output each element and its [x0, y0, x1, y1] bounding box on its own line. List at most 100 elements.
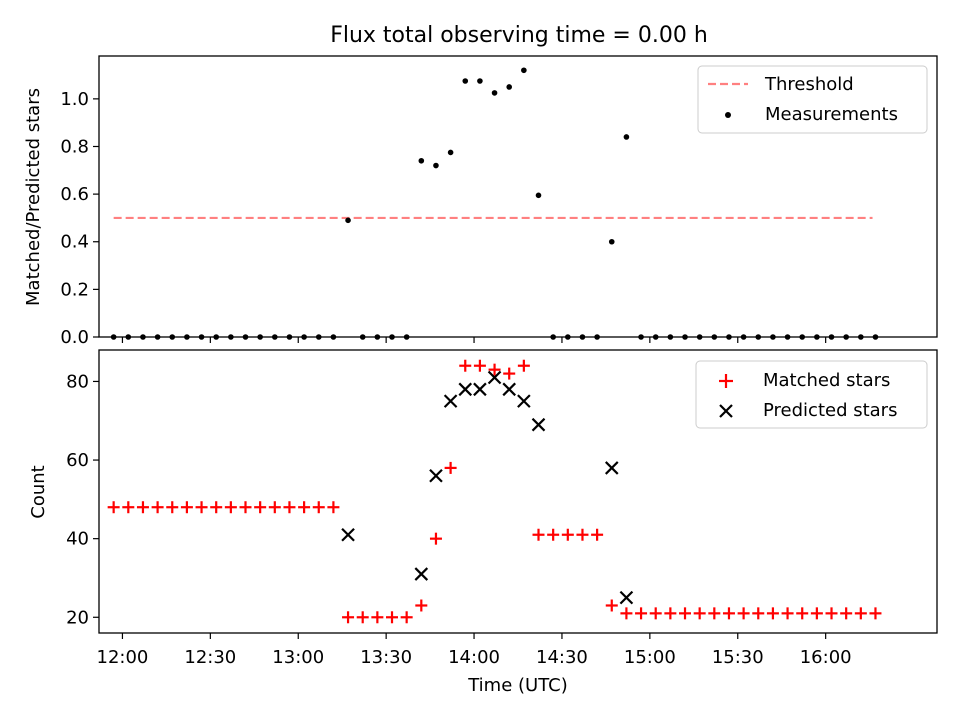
matched-star-point [400, 611, 413, 624]
legend-predicted-label: Predicted stars [763, 400, 897, 421]
matched-star-point [342, 611, 355, 624]
matched-star-point [825, 607, 838, 620]
matched-star-point [210, 501, 223, 514]
matched-star-point [503, 367, 516, 380]
measurement-point [491, 90, 498, 96]
predicted-stars-points [341, 370, 634, 605]
top-axes-frame [98, 55, 938, 338]
matched-star-point [679, 607, 692, 620]
measurement-point [433, 162, 439, 169]
matched-star-point [180, 501, 193, 514]
top-y-tick-label: 0.4 [60, 232, 89, 253]
measurement-point [447, 149, 454, 156]
bottom-y-axis-label: Count [28, 465, 49, 518]
matched-star-point [840, 607, 853, 620]
matched-star-point [693, 607, 706, 620]
predicted-star-point [429, 468, 443, 483]
matched-star-point [576, 528, 589, 541]
matched-star-point [371, 611, 384, 624]
matched-star-point [268, 501, 281, 514]
measurement-point [418, 157, 425, 164]
top-legend-box [697, 65, 928, 134]
matched-star-point [664, 607, 677, 620]
top-y-tick-label: 0.8 [60, 136, 89, 157]
predicted-star-point [443, 394, 458, 408]
legend-measurements-swatch [725, 112, 731, 118]
matched-star-point [591, 528, 604, 541]
bottom-x-ticks: 12:00 12:30 13:00 13:30 14:00 14:30 15:00 15:30… [97, 633, 852, 668]
x-tick-label: 13:30 [360, 647, 412, 668]
matched-star-point [547, 528, 560, 541]
matched-star-point [327, 501, 340, 514]
matched-star-point [473, 359, 486, 372]
matched-star-point [151, 501, 164, 514]
top-y-axis-label: Matched/Predicted stars [23, 88, 44, 306]
measurement-point [345, 217, 351, 224]
matched-star-point [517, 359, 530, 372]
x-tick-label: 14:30 [536, 647, 588, 668]
matched-star-point [356, 611, 369, 624]
matched-star-point [561, 528, 574, 541]
matched-star-point [283, 501, 296, 514]
measurement-point [535, 192, 542, 199]
x-tick-label: 15:30 [712, 647, 764, 668]
predicted-star-point [458, 382, 473, 397]
top-y-tick-label: 1.0 [60, 89, 89, 110]
bottom-axes-frame [98, 349, 938, 634]
bottom-y-tick-label: 60 [66, 450, 89, 471]
matched-star-point [386, 611, 399, 624]
predicted-star-point [517, 394, 531, 408]
top-y-ticks: 0.0 0.2 0.4 0.6 0.8 1.0 [60, 89, 99, 348]
matched-star-point [254, 501, 267, 514]
predicted-star-point [531, 417, 546, 432]
matched-star-point [781, 607, 794, 620]
matched-star-point [620, 607, 633, 620]
bottom-y-tick-label: 20 [66, 607, 89, 628]
top-legend: Threshold Measurements [697, 65, 928, 134]
measurement-point [521, 67, 527, 74]
matched-star-point [224, 501, 237, 514]
x-tick-label: 15:00 [624, 647, 676, 668]
predicted-star-point [604, 461, 619, 475]
top-x-ticks [121, 337, 827, 343]
matched-star-point [737, 607, 750, 620]
bottom-y-tick-label: 80 [66, 371, 89, 392]
predicted-star-point [414, 567, 429, 581]
matched-star-point [459, 359, 472, 372]
chart-title: Flux total observing time = 0.00 h [330, 23, 708, 48]
predicted-star-point [341, 527, 355, 542]
top-y-tick-label: 0.6 [60, 184, 89, 205]
matched-star-point [488, 363, 501, 376]
top-axes: 0.0 0.2 0.4 0.6 0.8 1.0 Matched/Predicted sta… [23, 55, 938, 348]
x-axis-label: Time (UTC) [467, 675, 568, 696]
measurement-point [462, 78, 469, 84]
matched-star-point [239, 501, 252, 514]
legend-threshold-label: Threshold [764, 74, 854, 95]
measurement-point [608, 238, 615, 245]
matched-star-point [122, 501, 135, 514]
matched-star-point [722, 607, 735, 620]
matched-star-point [869, 607, 882, 620]
matched-star-point [635, 607, 648, 620]
measurement-point [623, 134, 630, 140]
predicted-star-point [473, 382, 487, 397]
matched-star-point [810, 607, 823, 620]
bottom-y-tick-label: 40 [66, 529, 89, 550]
matched-star-point [429, 532, 442, 545]
matched-star-point [796, 607, 809, 620]
predicted-star-point [502, 382, 516, 397]
matched-star-point [166, 501, 179, 514]
predicted-star-point [619, 590, 634, 605]
matched-star-point [532, 528, 545, 541]
legend-matched-swatch [719, 374, 733, 388]
matched-star-point [107, 501, 120, 514]
measurement-point [506, 84, 513, 90]
legend-predicted-swatch [719, 404, 733, 418]
top-y-tick-label: 0.2 [60, 279, 89, 300]
matched-star-point [766, 607, 779, 620]
matched-star-point [298, 501, 311, 514]
x-tick-label: 13:00 [272, 647, 324, 668]
x-tick-label: 12:00 [97, 647, 149, 668]
x-tick-label: 14:00 [448, 647, 500, 668]
